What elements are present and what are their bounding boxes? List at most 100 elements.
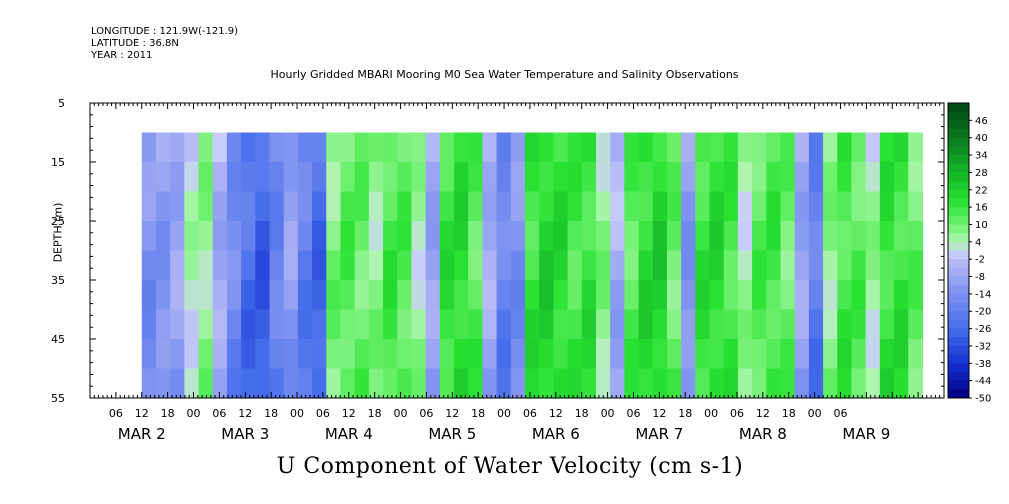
heatmap-cell [226,280,242,311]
x-hour-label: 06 [212,407,226,420]
x-hour-label: 00 [808,407,822,420]
heatmap-cell [439,221,455,252]
heatmap-cell [695,250,711,281]
heatmap-cell [709,191,725,222]
heatmap-cell [468,132,484,163]
heatmap-cell [170,309,185,340]
heatmap-cell [581,280,597,311]
x-axis-label: U Component of Water Velocity (cm s-1) [276,454,744,479]
heatmap-cell [766,309,782,340]
heatmap-cell [595,191,611,222]
heatmap-cell [780,162,796,193]
x-hour-label: 00 [601,407,615,420]
heatmap-cell [695,339,711,370]
heatmap-cell [652,221,668,252]
heatmap-cell [865,250,881,281]
colorbar-swatch [948,198,969,208]
heatmap-cell [794,368,810,399]
heatmap-cell [610,368,625,399]
heatmap-cell [525,309,540,340]
heatmap-cell [141,221,157,252]
x-hour-label: 18 [161,407,175,420]
colorbar-swatch [948,137,969,147]
heatmap-cell [383,339,398,370]
heatmap-cell [737,132,753,163]
heatmap-cell [851,132,867,163]
x-hour-label: 00 [497,407,511,420]
heatmap-cell [468,221,484,252]
heatmap-cell [496,309,512,340]
heatmap-cell [752,191,767,222]
heatmap-cell [652,368,668,399]
heatmap-cell [823,162,838,193]
heatmap-cell [780,191,796,222]
heatmap-cell [198,250,214,281]
heatmap-cell [666,280,682,311]
heatmap-cell [312,280,327,311]
heatmap-cell [241,339,256,370]
heatmap-cell [425,368,441,399]
x-hour-label: 12 [652,407,666,420]
heatmap-cell [894,191,909,222]
heatmap-cell [723,250,739,281]
heatmap-cell [652,339,668,370]
heatmap-cell [780,280,796,311]
heatmap-cell [851,162,867,193]
heatmap-cell [482,280,498,311]
heatmap-cell [681,368,696,399]
heatmap-cell [823,280,838,311]
y-tick-label: 5 [58,97,65,110]
heatmap-cell [808,309,824,340]
heatmap-cell [780,250,796,281]
heatmap-cell [737,280,753,311]
heatmap-cell [482,309,498,340]
heatmap-cell [283,309,299,340]
heatmap-cell [794,162,810,193]
heatmap-cell [198,280,214,311]
heatmap-cell [411,280,427,311]
heatmap-cell [553,280,569,311]
heatmap-cell [567,280,583,311]
heatmap-cell [170,339,185,370]
heatmap-cell [695,191,711,222]
heatmap-cell [723,309,739,340]
colorbar-tick-label: -8 [975,272,985,283]
heatmap-cell [212,368,228,399]
heatmap-cell [709,221,725,252]
heatmap-cell [411,250,427,281]
heatmap-cell [340,280,356,311]
heatmap-cell [610,191,625,222]
heatmap-cell [879,132,895,163]
heatmap-cell [837,250,853,281]
heatmap-cell [155,162,171,193]
heatmap-cell [297,339,313,370]
x-hour-label: 06 [523,407,537,420]
heatmap-cell [737,221,753,252]
heatmap-cell [525,339,540,370]
heatmap-cell [766,280,782,311]
heatmap-cell [808,191,824,222]
heatmap-cell [439,191,455,222]
x-hour-label: 18 [782,407,796,420]
heatmap-cell [865,191,881,222]
heatmap-cell [241,221,256,252]
heatmap-cell [681,221,696,252]
heatmap-cell [766,132,782,163]
heatmap-cell [383,368,398,399]
heatmap-cell [808,339,824,370]
heatmap-cell [780,339,796,370]
heatmap-cell [496,221,512,252]
heatmap-cell [808,132,824,163]
heatmap-cell [155,280,171,311]
heatmap-cell [908,309,924,340]
heatmap-cell [425,221,441,252]
heatmap-cell [212,339,228,370]
heatmap-cell [525,250,540,281]
heatmap-cell [525,221,540,252]
heatmap-cell [652,280,668,311]
heatmap-cell [482,221,498,252]
heatmap-cell [794,339,810,370]
heatmap-cell [297,221,313,252]
heatmap-cell [425,309,441,340]
heatmap-cell [283,339,299,370]
